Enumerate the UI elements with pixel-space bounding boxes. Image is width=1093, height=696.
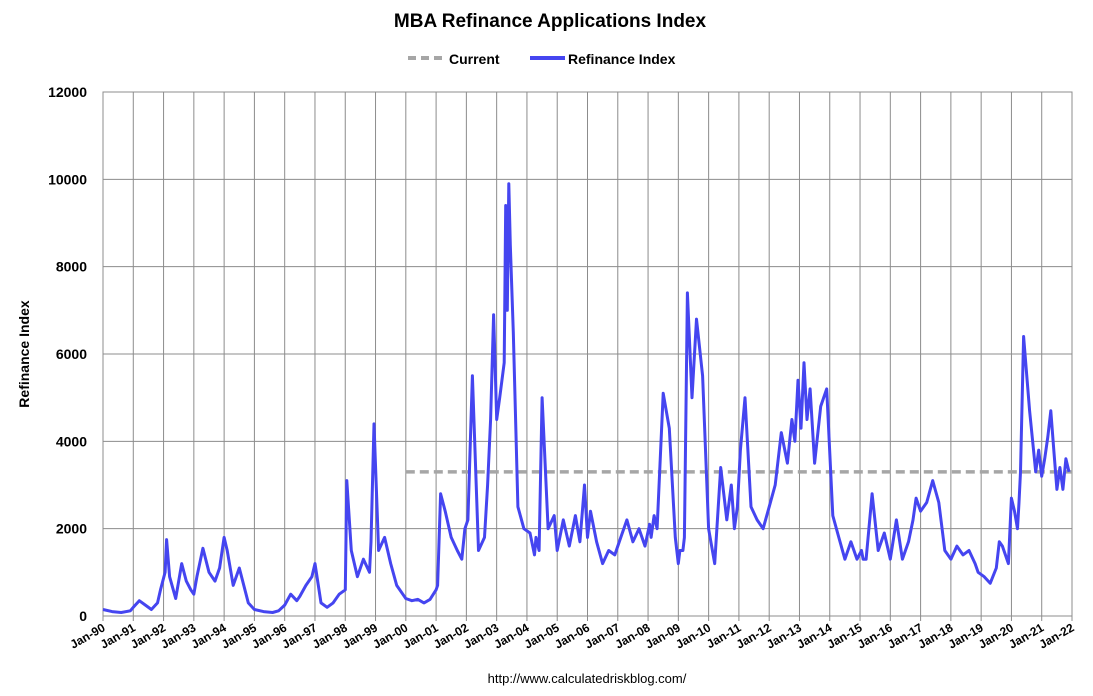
x-tick-label: Jan-10 [673,620,713,651]
series-group [102,182,1072,614]
y-tick-label: 6000 [56,346,87,362]
refinance-index-line [102,182,1071,614]
y-tick-label: 2000 [56,521,87,537]
y-tick-label: 0 [79,608,87,624]
gridlines [102,91,1073,621]
legend-refinance-label: Refinance Index [568,51,676,67]
plot-area [102,91,1073,617]
y-tick-label: 12000 [48,84,87,100]
source-url: http://www.calculatedriskblog.com/ [488,671,687,686]
x-axis-ticks: Jan-90Jan-91Jan-92Jan-93Jan-94Jan-95Jan-… [68,620,1077,651]
y-tick-label: 4000 [56,433,87,449]
chart-title: MBA Refinance Applications Index [394,11,707,32]
legend-current-label: Current [449,51,500,67]
y-axis-ticks: 0 2000 4000 6000 8000 10000 12000 [48,84,87,624]
legend: Current Refinance Index [408,51,676,67]
x-tick-label: Jan-22 [1037,620,1077,651]
y-tick-label: 8000 [56,259,87,275]
y-tick-label: 10000 [48,171,87,187]
y-axis-label: Refinance Index [16,300,32,408]
